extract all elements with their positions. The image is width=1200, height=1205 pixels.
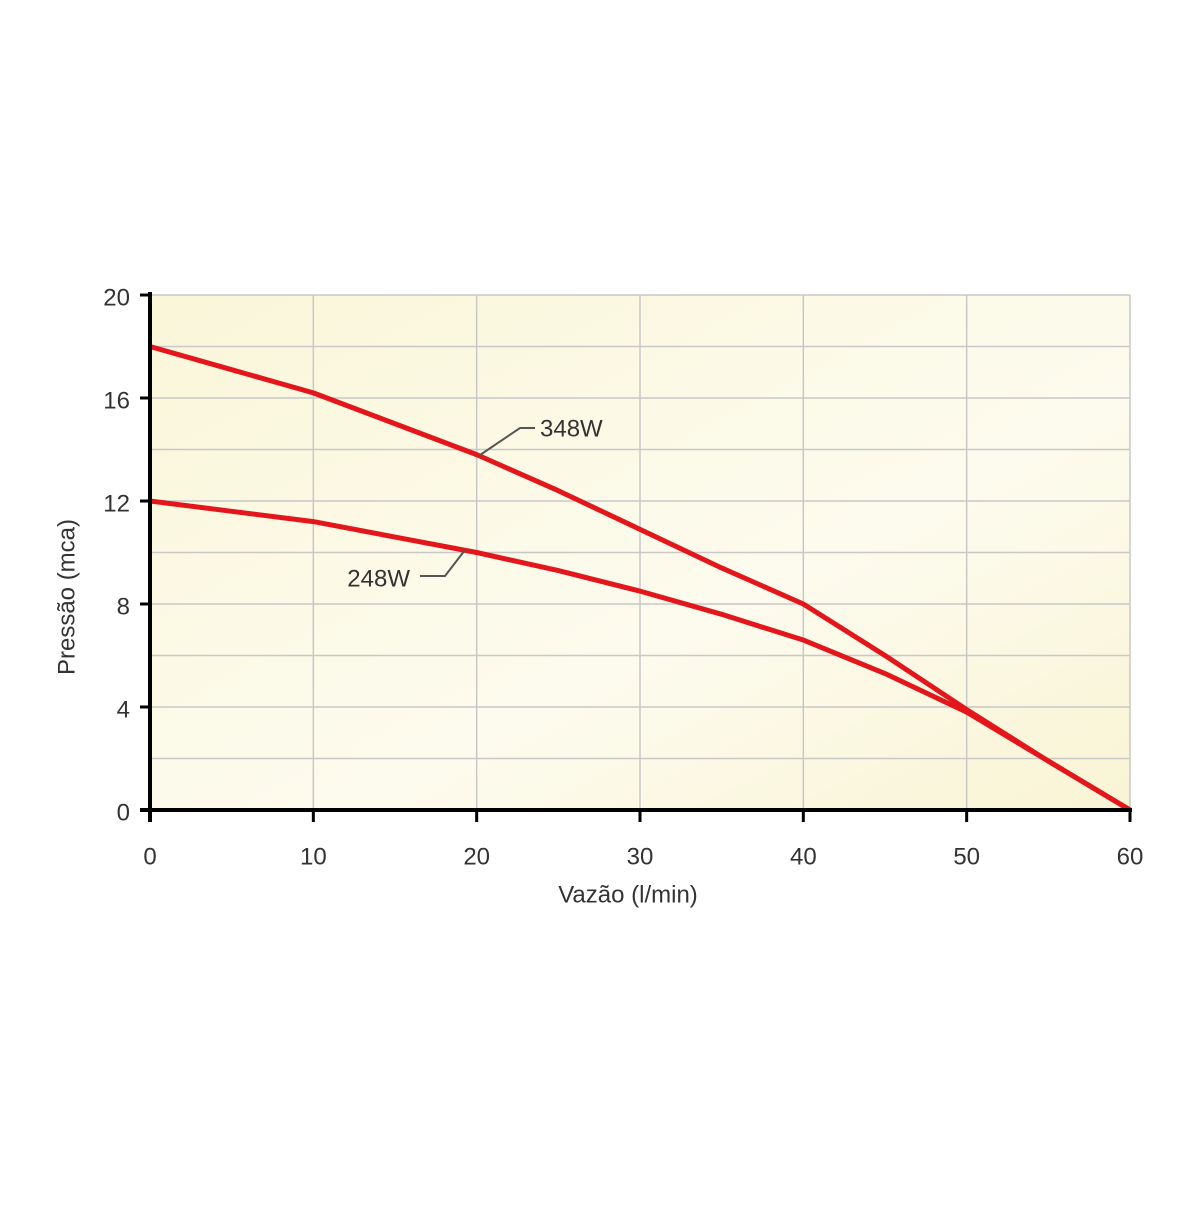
series-label: 248W	[347, 565, 410, 592]
y-axis-title: Pressão (mca)	[53, 519, 80, 675]
y-tick-label: 8	[117, 593, 130, 620]
series-label: 348W	[540, 415, 603, 442]
series-line	[149, 498, 1132, 813]
y-tick-label: 20	[103, 284, 130, 311]
y-tick-label: 12	[103, 490, 130, 517]
x-tick-label: 20	[463, 843, 490, 870]
x-tick-label: 30	[627, 843, 654, 870]
leader-line	[420, 549, 466, 577]
y-tick-label: 0	[117, 799, 130, 826]
x-tick-label: 40	[790, 843, 817, 870]
x-tick-label: 60	[1117, 843, 1144, 870]
y-tick-label: 4	[117, 696, 130, 723]
leader-line	[479, 427, 535, 456]
x-tick-label: 10	[300, 843, 327, 870]
x-tick-label: 50	[953, 843, 980, 870]
y-tick-label: 16	[103, 387, 130, 414]
x-axis-title: Vazão (l/min)	[558, 881, 698, 908]
x-tick-label: 0	[143, 843, 156, 870]
